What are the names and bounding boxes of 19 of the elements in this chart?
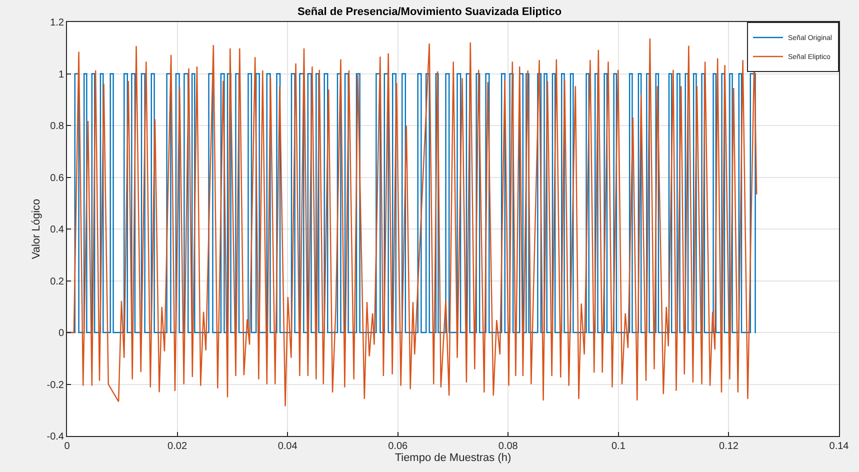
x-tick-label: 0.02	[168, 441, 188, 452]
y-tick-label: 0.2	[50, 276, 64, 288]
x-tick-label: 0.14	[829, 441, 850, 452]
x-tick-label: 0.08	[498, 441, 518, 452]
y-tick-label: 0.8	[50, 121, 64, 132]
y-tick-label: 0	[58, 328, 64, 339]
y-tick-label: 0.6	[50, 172, 64, 184]
x-axis-title: Tiempo de Muestras (h)	[394, 452, 512, 464]
y-tick-label: -0.4	[46, 432, 64, 442]
y-tick-label: -0.2	[46, 380, 64, 391]
x-tick-label: 0.12	[718, 441, 739, 452]
x-tick-label: 0.04	[278, 441, 298, 452]
y-tick-label: 0.4	[50, 224, 64, 236]
x-tick-label: 0.06	[388, 441, 408, 452]
y-axis-title: Valor Lógico	[30, 198, 42, 260]
chart-title: Señal de Presencia/Movimiento Suavizada Eliptico	[297, 6, 562, 18]
y-tick-label: 1.2	[50, 18, 64, 28]
y-tick-label: 1	[58, 69, 64, 80]
x-tick-label: 0.1	[611, 441, 626, 452]
